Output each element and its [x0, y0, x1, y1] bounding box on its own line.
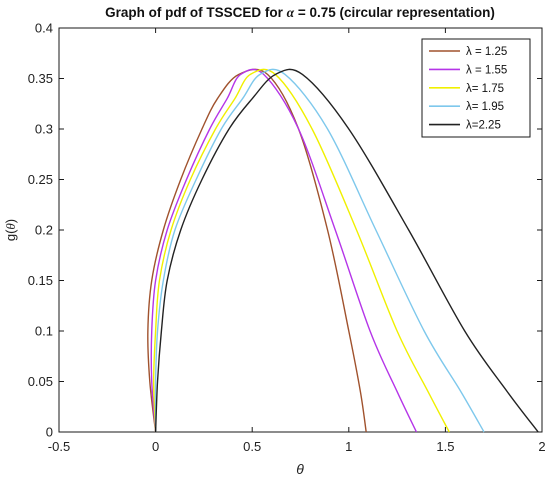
legend-label-2: λ = 1.55: [466, 64, 507, 76]
legend: λ = 1.25 λ = 1.55 λ= 1.75 λ= 1.95 λ=2.25: [421, 38, 531, 138]
x-tick-label: 1.5: [436, 439, 454, 454]
x-tick-label: 0: [152, 439, 159, 454]
chart-title: Graph of pdf of TSSCED for α = 0.75 (cir…: [105, 5, 495, 20]
axes-layer: -0.5 0 0.5 1 1.5 200.050.10.150.20.250.30.350…: [28, 21, 546, 455]
x-axis-label: θ: [296, 461, 304, 477]
y-axis-label: g(θ): [3, 219, 18, 241]
legend-label-1: λ = 1.25: [466, 46, 507, 58]
y-tick-label: 0.15: [28, 273, 53, 288]
y-tick-label: 0: [46, 425, 53, 440]
y-tick-label: 0.25: [28, 172, 53, 187]
y-tick-label: 0.05: [28, 374, 53, 389]
x-tick-label: 0.5: [243, 439, 261, 454]
series-layer: [147, 68, 539, 433]
x-tick-label: -0.5: [48, 439, 70, 454]
x-tick-label: 1: [345, 439, 352, 454]
series-line-2: [150, 68, 418, 433]
y-tick-label: 0.2: [35, 223, 53, 238]
legend-label-5: λ=2.25: [466, 120, 501, 132]
series-line-3: [152, 68, 450, 433]
series-line-4: [154, 68, 485, 433]
x-tick-label: 2: [538, 439, 545, 454]
y-tick-label: 0.3: [35, 122, 53, 137]
legend-label-4: λ= 1.95: [466, 101, 504, 113]
y-tick-label: 0.1: [35, 324, 53, 339]
y-tick-label: 0.35: [28, 71, 53, 86]
legend-label-3: λ= 1.75: [466, 83, 504, 95]
series-line-5: [154, 68, 539, 433]
series-line-1: [147, 68, 367, 433]
y-tick-label: 0.4: [35, 21, 53, 36]
